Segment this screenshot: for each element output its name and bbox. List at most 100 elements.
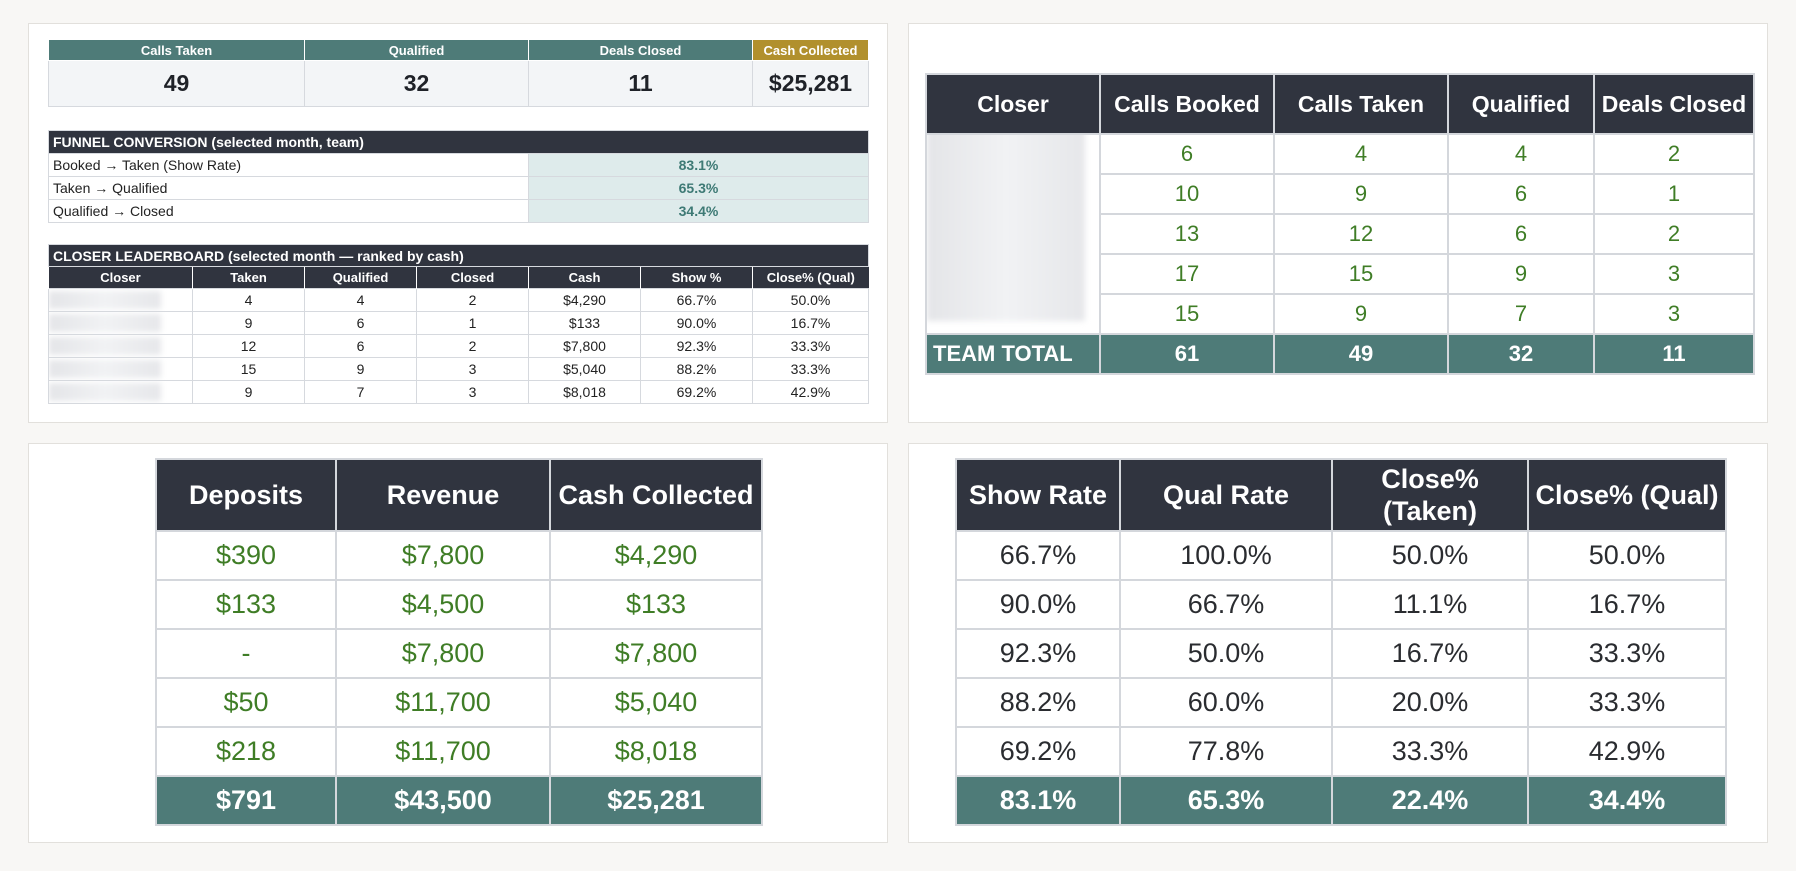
table-row: 15 9 7 3: [926, 293, 1755, 335]
funnel-label: Booked → Taken (Show Rate): [48, 153, 529, 177]
table-row: 69.2% 77.8% 33.3% 42.9%: [955, 726, 1727, 777]
table-row: 6 4 4 2: [925, 133, 1755, 335]
kpi-value: 49: [48, 60, 305, 107]
table-cell: 4: [304, 288, 417, 312]
table-cell: 9: [192, 380, 305, 404]
column-header: Calls Booked: [1099, 73, 1275, 135]
table-cell: 33.3%: [1527, 628, 1727, 679]
table-cell: $8,018: [528, 380, 641, 404]
table-row: 10 9 6 1: [926, 173, 1755, 215]
kpi-label: Calls Taken: [48, 39, 305, 61]
table-cell: 2: [416, 334, 529, 358]
table-cell: $11,700: [335, 726, 551, 777]
table-cell: 20.0%: [1331, 677, 1529, 728]
table-cell: -: [155, 628, 337, 679]
table-cell: 6: [304, 311, 417, 335]
table-cell: 50.0%: [1527, 530, 1727, 581]
table-cell: 2: [1593, 213, 1755, 255]
table-cell: $390: [155, 530, 337, 581]
table-cell: 92.3%: [640, 334, 753, 358]
table-cell: 2: [1593, 133, 1755, 175]
table-cell: 17: [1099, 253, 1275, 295]
table-cell: $4,290: [528, 288, 641, 312]
table-row: 17 15 9 3: [926, 253, 1755, 295]
table-cell: 6: [304, 334, 417, 358]
table-cell: 92.3%: [955, 628, 1121, 679]
table-cell: 50.0%: [1331, 530, 1529, 581]
total-cell: $791: [155, 775, 337, 826]
column-header: Calls Taken: [1273, 73, 1449, 135]
kpi-value: $25,281: [752, 60, 869, 107]
team-total-label: TEAM TOTAL: [925, 333, 1101, 375]
leaderboard-header: Show %: [640, 266, 753, 289]
funnel-value: 34.4%: [528, 199, 869, 223]
closer-calls-table: Closer Calls Booked Calls Taken Qualifie…: [925, 73, 1755, 375]
table-row: $133 $4,500 $133: [155, 579, 763, 630]
table-row: 9 7 3 $8,018 69.2% 42.9%: [48, 380, 870, 404]
funnel-row: Taken → Qualified 65.3%: [48, 176, 869, 200]
table-cell: 1: [1593, 173, 1755, 215]
column-header: Show Rate: [955, 458, 1121, 532]
table-cell: $133: [549, 579, 763, 630]
leaderboard-header: Taken: [192, 266, 305, 289]
funnel-row: Qualified → Closed 34.4%: [48, 199, 869, 223]
leaderboard-title: CLOSER LEADERBOARD (selected month — ran…: [47, 244, 870, 267]
table-cell: 6: [1447, 213, 1595, 255]
funnel-label: Taken → Qualified: [48, 176, 529, 200]
table-cell: $218: [155, 726, 337, 777]
total-cell: $43,500: [335, 775, 551, 826]
column-header: Revenue: [335, 458, 551, 532]
funnel-conversion-table: FUNNEL CONVERSION (selected month, team)…: [48, 130, 869, 223]
leaderboard-header: Qualified: [304, 266, 417, 289]
table-cell: 12: [1273, 213, 1449, 255]
leaderboard-header: Closed: [416, 266, 529, 289]
table-cell: $7,800: [549, 628, 763, 679]
table-cell: 50.0%: [1119, 628, 1333, 679]
column-header: Qual Rate: [1119, 458, 1333, 532]
funnel-row: Booked → Taken (Show Rate) 83.1%: [48, 153, 869, 177]
redacted-closer-name: [48, 380, 193, 404]
table-cell: $133: [155, 579, 337, 630]
table-cell: 9: [1447, 253, 1595, 295]
table-cell: $4,500: [335, 579, 551, 630]
total-row: $791 $43,500 $25,281: [155, 775, 763, 826]
table-cell: 33.3%: [751, 357, 870, 381]
total-cell: 49: [1273, 333, 1449, 375]
column-header: Close% (Qual): [1527, 458, 1727, 532]
table-cell: $50: [155, 677, 337, 728]
revenue-table: Deposits Revenue Cash Collected $390 $7,…: [155, 458, 763, 826]
table-cell: 33.3%: [1331, 726, 1529, 777]
table-cell: 9: [1273, 173, 1449, 215]
table-cell: 3: [1593, 253, 1755, 295]
total-cell: $25,281: [549, 775, 763, 826]
table-cell: 50.0%: [751, 288, 870, 312]
column-header: Deals Closed: [1593, 73, 1755, 135]
table-cell: 4: [1273, 133, 1449, 175]
leaderboard-header: Closer: [48, 266, 193, 289]
column-header: Closer: [925, 73, 1101, 135]
table-row: 13 12 6 2: [926, 213, 1755, 255]
table-cell: 10: [1099, 173, 1275, 215]
redacted-closer-name: [48, 357, 193, 381]
table-cell: 33.3%: [751, 334, 870, 358]
table-cell: $5,040: [549, 677, 763, 728]
table-cell: 7: [1447, 293, 1595, 335]
funnel-label: Qualified → Closed: [48, 199, 529, 223]
table-cell: $5,040: [528, 357, 641, 381]
redacted-closer-name: [48, 288, 193, 312]
table-cell: 1: [416, 311, 529, 335]
table-row: $218 $11,700 $8,018: [155, 726, 763, 777]
table-row: 15 9 3 $5,040 88.2% 33.3%: [48, 357, 870, 381]
redacted-closer-name: [48, 334, 193, 358]
table-cell: 69.2%: [640, 380, 753, 404]
table-row: 12 6 2 $7,800 92.3% 33.3%: [48, 334, 870, 358]
table-row: 90.0% 66.7% 11.1% 16.7%: [955, 579, 1727, 630]
table-cell: 88.2%: [955, 677, 1121, 728]
table-cell: $133: [528, 311, 641, 335]
table-cell: 13: [1099, 213, 1275, 255]
table-cell: 11.1%: [1331, 579, 1529, 630]
table-cell: 15: [192, 357, 305, 381]
closer-leaderboard-table: CLOSER LEADERBOARD (selected month — ran…: [47, 244, 870, 404]
kpi-label: Deals Closed: [528, 39, 753, 61]
total-cell: 11: [1593, 333, 1755, 375]
